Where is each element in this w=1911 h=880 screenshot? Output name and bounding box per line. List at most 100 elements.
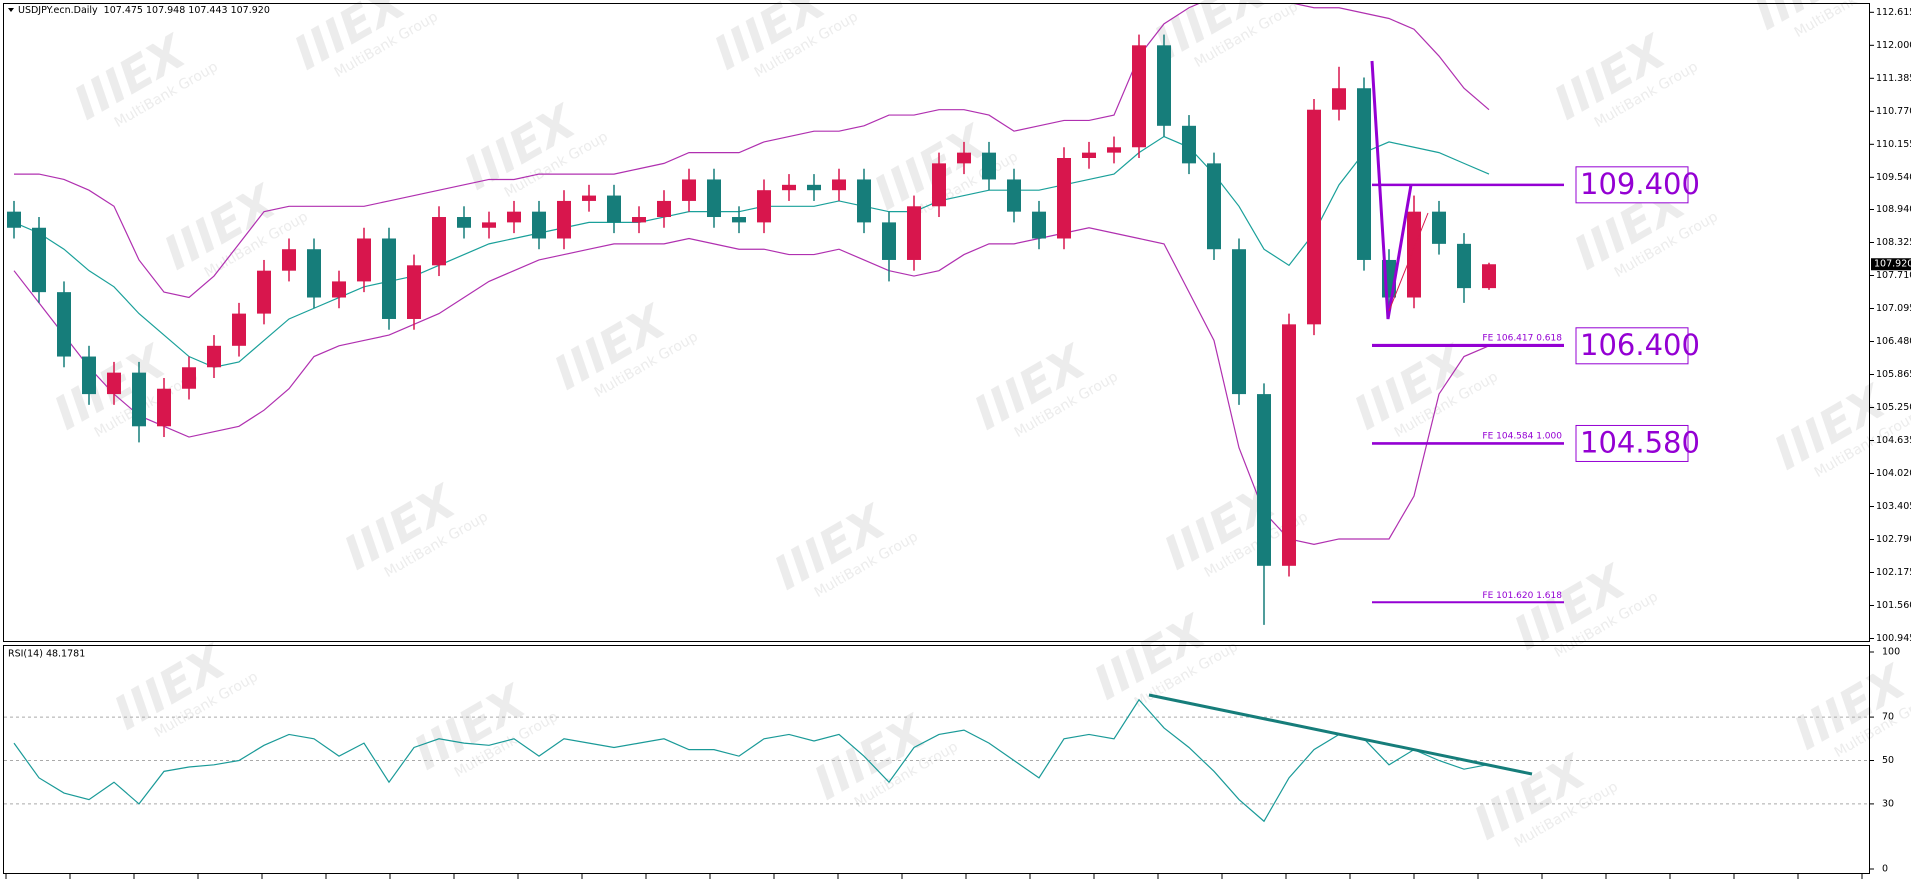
candle-body xyxy=(557,200,571,239)
candle-body xyxy=(1032,211,1046,239)
y-tick-label: 102.790 xyxy=(1876,534,1911,545)
candle-body xyxy=(1107,147,1121,153)
y-tick-label: 112.000 xyxy=(1876,40,1911,51)
axes: 112.615 112.000 111.385 110.770 110.155 109.5… xyxy=(5,7,1911,879)
candle-body xyxy=(7,211,21,228)
level-box xyxy=(1575,424,1689,462)
ohlc: 107.475 107.948 107.443 107.920 xyxy=(104,5,270,16)
candle-body xyxy=(1357,88,1371,260)
candle-body xyxy=(882,222,896,260)
y-tick-label: 112.615 xyxy=(1876,7,1911,18)
y-tick-label: 50 xyxy=(1882,755,1894,766)
candle-body xyxy=(1307,109,1321,325)
y-tick-label: 101.560 xyxy=(1876,600,1911,611)
candle-body xyxy=(907,206,921,260)
candle-body xyxy=(1332,88,1346,110)
bollinger-band xyxy=(14,4,1490,299)
y-tick-label: 107.095 xyxy=(1876,303,1911,314)
y-tick-label: 102.175 xyxy=(1876,567,1911,578)
level-box xyxy=(1575,166,1689,204)
candle-body xyxy=(807,184,821,191)
y-tick-label: 108.325 xyxy=(1876,237,1911,248)
y-tick-label: 100.945 xyxy=(1876,633,1911,644)
candle-body xyxy=(732,217,746,223)
candle-body xyxy=(432,217,446,266)
y-tick-label: 105.250 xyxy=(1876,402,1911,413)
candle-body xyxy=(582,195,596,201)
candle-body xyxy=(932,163,946,207)
candle-body xyxy=(1182,125,1196,164)
candle-body xyxy=(1457,243,1471,289)
candle-body xyxy=(207,345,221,368)
candle-body xyxy=(82,356,96,395)
candle-body xyxy=(32,227,46,293)
y-tick-label: 100 xyxy=(1882,647,1900,658)
candle-body xyxy=(1007,179,1021,212)
candle-body xyxy=(682,179,696,201)
rsi-trend-line xyxy=(1148,693,1533,776)
candle-body xyxy=(1132,45,1146,148)
candle-body xyxy=(657,200,671,218)
rsi-plot xyxy=(4,698,1869,823)
rsi-title: RSI(14) 48.1781 xyxy=(8,649,85,660)
y-tick-label: 107.710 xyxy=(1876,270,1911,281)
menu-arrow xyxy=(8,8,14,12)
candle-body xyxy=(982,152,996,180)
candle-body xyxy=(532,211,546,239)
bollinger-band xyxy=(13,227,1490,545)
y-tick-label: 111.385 xyxy=(1876,73,1911,84)
y-tick-label: 109.540 xyxy=(1876,172,1911,183)
candle-body xyxy=(1407,211,1421,298)
symbol: USDJPY.ecn.Daily xyxy=(18,5,98,16)
candle-body xyxy=(632,217,646,223)
y-tick-label: 30 xyxy=(1882,798,1894,809)
candle-body xyxy=(1232,249,1246,395)
candle-body xyxy=(1257,394,1271,566)
fe-label: FE 101.620 1.618 xyxy=(1482,591,1562,601)
level-box xyxy=(1575,327,1689,365)
candle-body xyxy=(232,313,246,346)
candle-body xyxy=(457,217,471,228)
y-tick-label: 0 xyxy=(1882,864,1888,875)
chart-header: USDJPY.ecn.Daily 107.475 107.948 107.443 … xyxy=(18,5,270,16)
candle-body xyxy=(782,184,796,191)
y-tick-label: 103.405 xyxy=(1876,501,1911,512)
candle-body xyxy=(107,372,121,395)
y-tick-label: 104.635 xyxy=(1876,435,1911,446)
candle-body xyxy=(1082,152,1096,158)
candle-body xyxy=(757,190,771,223)
candle-body xyxy=(182,367,196,389)
y-tick-label: 105.865 xyxy=(1876,369,1911,380)
candle-body xyxy=(1207,163,1221,250)
candle-body xyxy=(607,195,621,223)
candle-body xyxy=(1482,264,1496,289)
last-price-label: 107.920 xyxy=(1874,259,1911,270)
rsi-line xyxy=(13,698,1490,823)
y-tick-label: 70 xyxy=(1882,712,1894,723)
candle-body xyxy=(382,238,396,319)
candle-body xyxy=(57,292,71,357)
candle-body xyxy=(357,238,371,282)
y-tick-label: 104.020 xyxy=(1876,468,1911,479)
level-label: 106.400 xyxy=(1580,328,1700,362)
candle-body xyxy=(1432,211,1446,244)
level-label: 104.580 xyxy=(1580,425,1700,459)
y-tick-label: 108.940 xyxy=(1876,204,1911,215)
